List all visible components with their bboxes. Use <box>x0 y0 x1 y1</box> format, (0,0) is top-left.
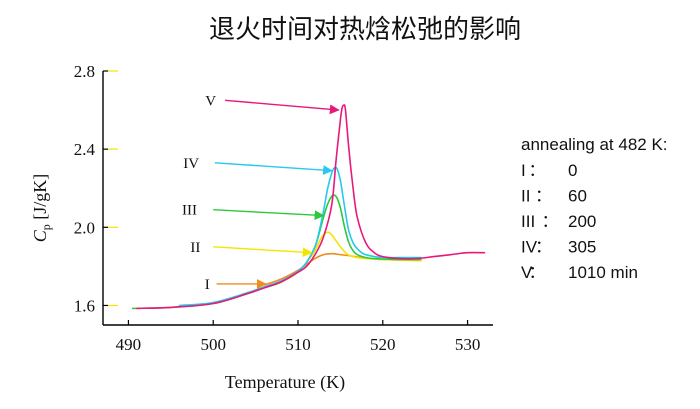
series-line-v <box>136 104 486 310</box>
legend-entry-separator: ： <box>542 212 559 231</box>
x-tick-label: 510 <box>285 335 311 354</box>
chart-title: 退火时间对热焓松弛的影响 <box>209 15 521 45</box>
legend-entry-value: 1010 min <box>568 263 638 282</box>
legend-entry-separator: ： <box>535 238 552 257</box>
curve-label-i: I <box>205 277 210 293</box>
legend-entry-value: 305 <box>568 238 596 257</box>
x-tick-label: 490 <box>116 335 142 354</box>
y-tick-label: 2.0 <box>74 218 95 237</box>
curve-label-iii: III <box>182 203 197 219</box>
series-lines <box>131 104 486 310</box>
legend-entry-separator: ： <box>529 161 546 180</box>
curve-arrow-ii <box>213 246 313 258</box>
legend-entry-separator: ： <box>535 187 552 206</box>
axes <box>102 71 493 326</box>
x-tick-label: 520 <box>370 335 396 354</box>
y-axis-label-subscript: p <box>39 224 53 230</box>
axis-ticks: 490 500 510 520 530 1.6 2.0 2.4 2.8 <box>74 62 481 354</box>
x-axis-label: Temperature (K) <box>225 372 345 393</box>
curve-label-v: V <box>205 93 216 109</box>
curve-arrow-iv <box>214 162 333 175</box>
legend-entry-label: III <box>521 212 535 231</box>
y-tick-label: 2.8 <box>74 62 95 81</box>
y-tick-label: 2.4 <box>74 140 96 159</box>
legend-entry-value: 200 <box>568 212 596 231</box>
x-tick-label: 530 <box>455 335 481 354</box>
legend-entry-value: 60 <box>568 187 587 206</box>
legend-entry-separator: ： <box>529 263 546 282</box>
curve-label-iv: IV <box>183 156 199 172</box>
legend-entry-value: 0 <box>568 161 577 180</box>
y-axis-label: Cp [J/gK] <box>30 174 53 243</box>
legend-entry-label: I <box>521 161 526 180</box>
legend-entry-label: V <box>521 263 533 282</box>
series-line-iv <box>178 166 422 307</box>
y-axis-label-unit: [J/gK] <box>30 174 50 225</box>
legend-entry-label: IV <box>521 238 538 257</box>
y-axis-label-main: C <box>30 229 50 242</box>
legend-heading: annealing at 482 K: <box>521 135 668 154</box>
curve-label-ii: II <box>190 240 200 256</box>
y-tick-label: 1.6 <box>74 296 95 315</box>
curve-arrow-v <box>225 99 340 115</box>
legend-entry-label: II <box>521 187 530 206</box>
series-line-iii <box>131 194 422 310</box>
curve-arrow-iii <box>213 209 325 221</box>
x-tick-label: 500 <box>200 335 226 354</box>
